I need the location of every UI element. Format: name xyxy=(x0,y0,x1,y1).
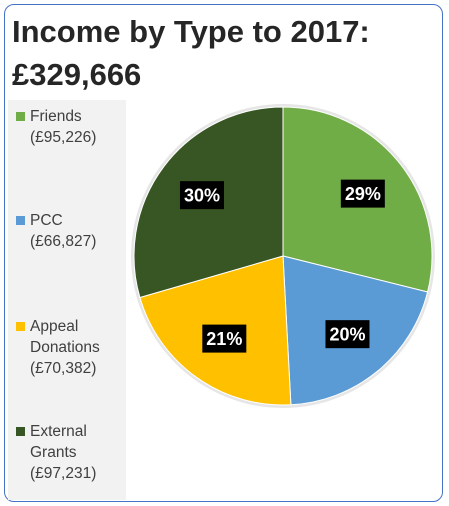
data-label-text-friends: 29% xyxy=(345,184,381,204)
data-label-text-pcc: 20% xyxy=(329,325,365,345)
data-label-external-grants: 30% xyxy=(179,181,224,210)
legend-swatch-appeal-donations xyxy=(16,322,25,331)
legend-label-friends: Friends (£95,226) xyxy=(30,108,97,146)
data-label-text-external-grants: 30% xyxy=(184,186,220,206)
legend-background xyxy=(8,100,126,500)
data-label-box-appeal-donations xyxy=(202,324,247,353)
legend-swatch-external-grants xyxy=(16,427,25,436)
legend-label-pcc: PCC (£66,827) xyxy=(30,212,97,250)
data-label-box-pcc xyxy=(325,320,370,349)
data-label-box-external-grants xyxy=(179,181,224,210)
legend-swatch-friends xyxy=(16,112,25,121)
data-label-appeal-donations: 21% xyxy=(202,324,247,353)
data-label-text-appeal-donations: 21% xyxy=(206,329,242,349)
legend-label-external-grants: External Grants (£97,231) xyxy=(30,423,97,482)
data-label-box-friends xyxy=(340,179,385,208)
legend-swatch-pcc xyxy=(16,216,25,225)
chart-title: Income by Type to 2017: £329,666 xyxy=(12,14,370,92)
legend-label-appeal-donations: Appeal Donations (£70,382) xyxy=(30,318,100,377)
data-label-pcc: 20% xyxy=(325,320,370,349)
data-label-friends: 29% xyxy=(340,179,385,208)
